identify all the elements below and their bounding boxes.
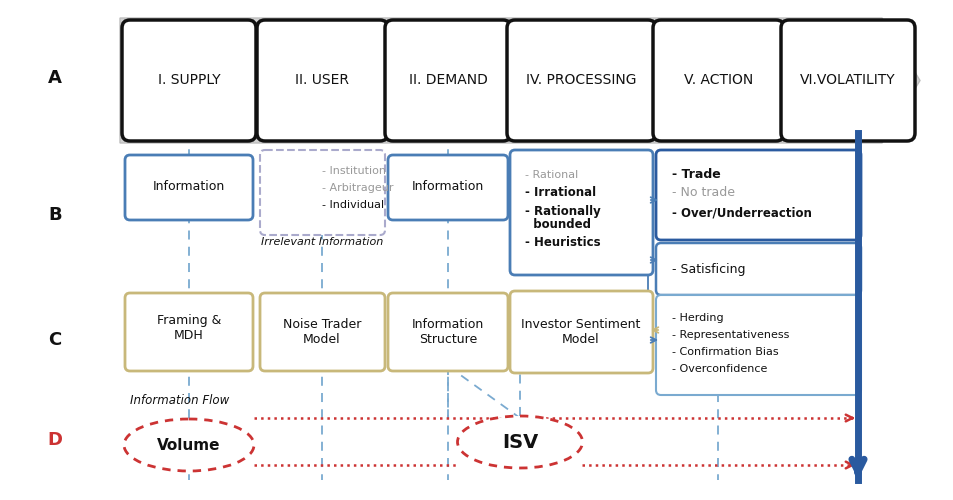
Text: B: B [49,206,62,224]
Text: C: C [49,331,62,349]
Text: A: A [48,69,62,87]
Text: Irrelevant Information: Irrelevant Information [260,237,383,247]
FancyBboxPatch shape [256,20,388,141]
FancyBboxPatch shape [125,293,253,371]
Text: Investor Sentiment
Model: Investor Sentiment Model [520,318,640,346]
FancyBboxPatch shape [656,150,861,240]
Text: - Irrational: - Irrational [524,186,596,200]
Text: V. ACTION: V. ACTION [683,74,752,88]
Text: - Rationally: - Rationally [524,204,600,218]
Text: - Individual: - Individual [322,200,384,210]
Ellipse shape [124,419,253,471]
Text: - Rational: - Rational [524,170,578,180]
Text: Information
Structure: Information Structure [412,318,483,346]
Text: II. USER: II. USER [295,74,349,88]
Text: - Institution: - Institution [322,166,386,176]
Text: Volume: Volume [157,438,220,452]
Text: - Heuristics: - Heuristics [524,236,600,250]
Text: Information Flow: Information Flow [130,394,229,406]
Text: Noise Trader
Model: Noise Trader Model [282,318,361,346]
FancyBboxPatch shape [260,293,385,371]
Text: - No trade: - No trade [671,186,734,200]
Text: - Herding: - Herding [671,313,723,323]
Polygon shape [120,18,919,143]
FancyBboxPatch shape [385,20,511,141]
FancyBboxPatch shape [122,20,255,141]
FancyBboxPatch shape [652,20,783,141]
Text: Information: Information [412,180,483,194]
Text: II. DEMAND: II. DEMAND [408,74,487,88]
Text: IV. PROCESSING: IV. PROCESSING [526,74,636,88]
Text: ISV: ISV [501,432,537,452]
Text: Framing &
MDH: Framing & MDH [156,314,221,342]
Ellipse shape [457,416,582,468]
Text: - Confirmation Bias: - Confirmation Bias [671,347,778,357]
FancyBboxPatch shape [656,295,861,395]
FancyBboxPatch shape [656,243,861,295]
Text: VI.VOLATILITY: VI.VOLATILITY [800,74,895,88]
Text: - Satisficing: - Satisficing [671,262,744,276]
Text: bounded: bounded [524,218,590,232]
FancyBboxPatch shape [388,155,507,220]
FancyBboxPatch shape [506,20,656,141]
FancyBboxPatch shape [260,150,385,235]
Text: I. SUPPLY: I. SUPPLY [157,74,220,88]
Text: - Trade: - Trade [671,168,720,181]
Text: - Over/Underreaction: - Over/Underreaction [671,206,811,220]
Text: Information: Information [152,180,225,194]
FancyBboxPatch shape [510,291,652,373]
Text: - Overconfidence: - Overconfidence [671,364,766,374]
FancyBboxPatch shape [388,293,507,371]
Text: D: D [48,431,63,449]
FancyBboxPatch shape [510,150,652,275]
FancyBboxPatch shape [781,20,914,141]
Text: - Representativeness: - Representativeness [671,330,788,340]
Text: - Arbitrageur: - Arbitrageur [322,183,393,193]
FancyBboxPatch shape [125,155,253,220]
